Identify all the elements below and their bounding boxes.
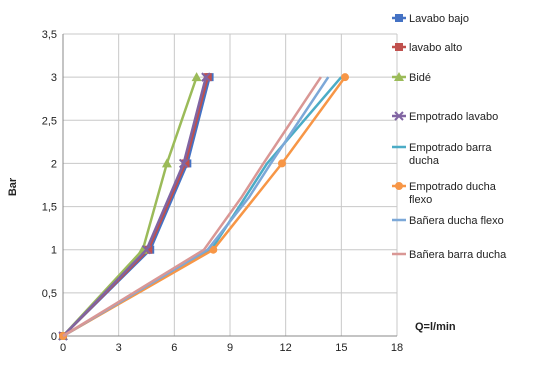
y-axis-label: Bar: [7, 177, 19, 196]
legend: Lavabo bajo lavabo alto Bidé Empotrado lava…: [392, 13, 507, 261]
data-point: [395, 43, 403, 51]
data-point: [394, 111, 404, 121]
series-7: [62, 76, 330, 338]
data-point: [161, 158, 172, 168]
data-point: [209, 245, 218, 254]
series-line: [62, 76, 198, 337]
series-6: [59, 73, 350, 340]
legend-label: lavabo alto: [409, 42, 462, 54]
data-point: [277, 159, 286, 168]
legend-label: Bañera barra ducha: [409, 249, 507, 261]
legend-label: Empotrado barra ducha: [409, 142, 492, 167]
legend-entry: Empotrado lavabo: [392, 111, 498, 123]
series-line: [62, 76, 347, 338]
legend-label: Empotrado ducha flexo: [409, 181, 497, 206]
data-point: [181, 159, 190, 168]
x-tick-label: 18: [391, 342, 403, 354]
legend-entry: lavabo alto: [392, 42, 462, 54]
legend-entry: Empotrado ducha flexo: [392, 181, 497, 206]
x-tick-label: 9: [227, 342, 233, 354]
y-tick-label: 2: [51, 158, 57, 170]
series-line: [62, 76, 208, 337]
legend-label: Empotrado lavabo: [409, 111, 498, 123]
data-point: [141, 245, 152, 255]
series-lines: [58, 72, 350, 341]
data-point: [203, 73, 212, 82]
y-tick-label: 1,5: [42, 202, 57, 214]
legend-label: Lavabo bajo: [409, 13, 469, 25]
y-tick-label: 0,5: [42, 288, 57, 300]
data-point: [394, 72, 404, 81]
legend-label: Bañera ducha flexo: [409, 215, 504, 227]
y-tick-label: 3: [51, 72, 57, 84]
data-point: [395, 182, 403, 190]
axes: 0 3 6 9 12 15 18 0 0,5 1 1,5 2 2,5 3 3,5: [42, 29, 403, 354]
data-point: [341, 73, 350, 82]
x-tick-label: 6: [171, 342, 177, 354]
data-point: [178, 158, 189, 169]
x-tick-label: 0: [60, 342, 66, 354]
y-tick-label: 3,5: [42, 29, 57, 41]
series-line: [62, 76, 322, 338]
data-point: [395, 14, 403, 22]
legend-label: Bidé: [409, 72, 431, 84]
series-line: [62, 76, 330, 338]
legend-entry: Bañera ducha flexo: [392, 215, 504, 227]
x-axis-label: Q=l/min: [415, 321, 456, 333]
data-point: [201, 72, 211, 82]
legend-entry: Bañera barra ducha: [392, 249, 507, 261]
x-tick-label: 15: [335, 342, 347, 354]
y-tick-label: 2,5: [42, 115, 57, 127]
y-tick-label: 0: [51, 331, 57, 343]
y-tick-label: 1: [51, 245, 57, 257]
legend-entry: Bidé: [392, 72, 431, 84]
data-point: [191, 72, 202, 82]
legend-entry: Lavabo bajo: [392, 13, 469, 25]
legend-entry: Empotrado barra ducha: [392, 142, 492, 167]
x-tick-label: 12: [280, 342, 292, 354]
data-point: [144, 245, 153, 254]
x-tick-label: 3: [116, 342, 122, 354]
series-8: [62, 76, 322, 338]
